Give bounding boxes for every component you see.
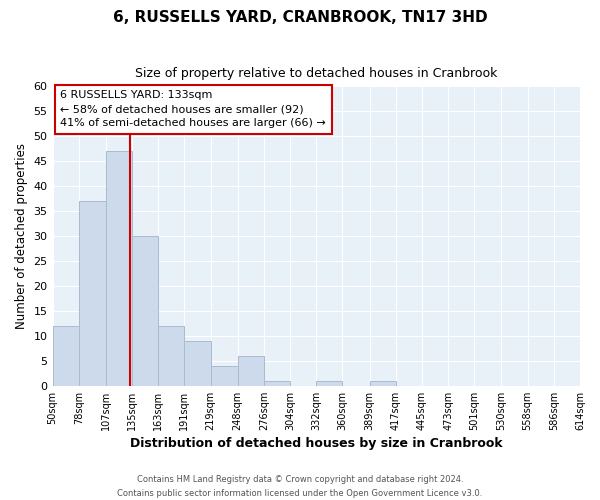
Bar	[158, 326, 184, 386]
Bar	[211, 366, 238, 386]
Title: Size of property relative to detached houses in Cranbrook: Size of property relative to detached ho…	[135, 68, 497, 80]
Bar	[184, 341, 211, 386]
Bar	[106, 151, 132, 386]
Bar	[238, 356, 264, 386]
X-axis label: Distribution of detached houses by size in Cranbrook: Distribution of detached houses by size …	[130, 437, 503, 450]
Y-axis label: Number of detached properties: Number of detached properties	[15, 143, 28, 329]
Bar	[316, 381, 343, 386]
Text: 6 RUSSELLS YARD: 133sqm
← 58% of detached houses are smaller (92)
41% of semi-de: 6 RUSSELLS YARD: 133sqm ← 58% of detache…	[61, 90, 326, 128]
Bar	[132, 236, 158, 386]
Text: Contains HM Land Registry data © Crown copyright and database right 2024.
Contai: Contains HM Land Registry data © Crown c…	[118, 476, 482, 498]
Text: 6, RUSSELLS YARD, CRANBROOK, TN17 3HD: 6, RUSSELLS YARD, CRANBROOK, TN17 3HD	[113, 10, 487, 25]
Bar	[79, 201, 106, 386]
Bar	[370, 381, 396, 386]
Bar	[53, 326, 79, 386]
Bar	[264, 381, 290, 386]
